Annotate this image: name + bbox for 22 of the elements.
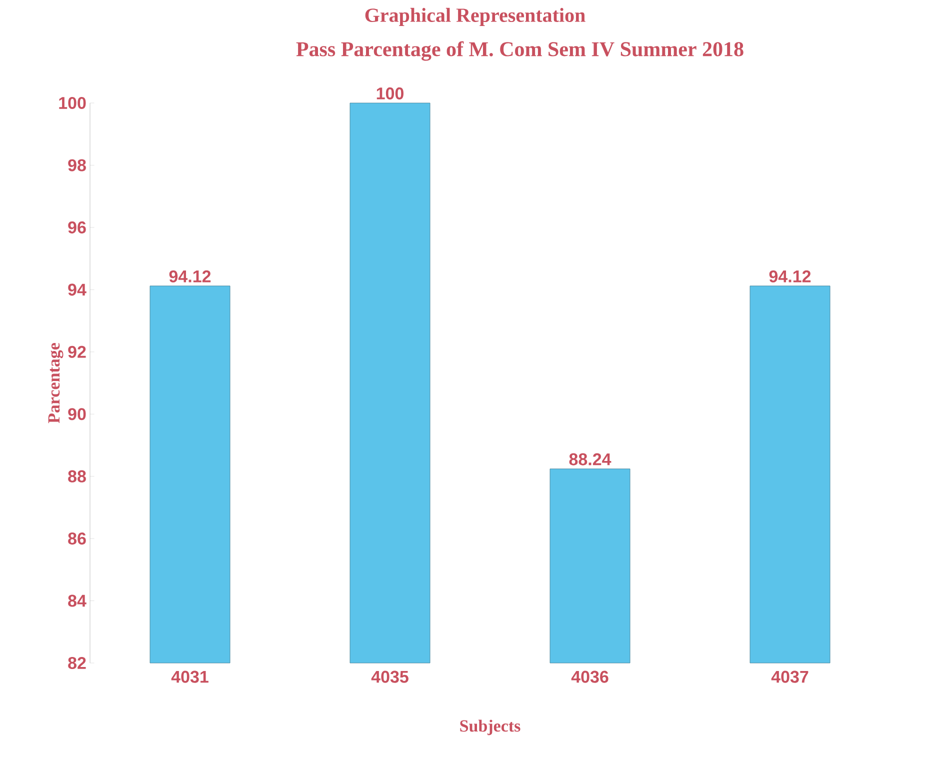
x-axis-title: Subjects [460, 720, 520, 736]
y-tick-label: 92 [68, 346, 86, 358]
y-tick-label: 94 [68, 284, 86, 296]
y-tick-label: 84 [68, 594, 86, 607]
y-tick-label: 96 [68, 221, 86, 234]
data-label: 94.12 [769, 270, 811, 282]
y-tick-label: 86 [68, 532, 86, 545]
data-label: 94.12 [169, 270, 211, 282]
x-tick-label: 4035 [371, 670, 408, 683]
x-tick-label: 4031 [171, 670, 208, 683]
chart-subtitle: Pass Parcentage of M. Com Sem IV Summer 2018 [296, 41, 744, 61]
chart-title: Graphical Representation [365, 8, 586, 26]
y-tick-label: 100 [59, 96, 86, 110]
y-tick-label: 98 [68, 159, 86, 172]
x-tick-label: 4036 [571, 670, 608, 683]
data-label: 88.24 [569, 453, 612, 466]
y-tick-label: 90 [68, 408, 86, 420]
data-label: 100 [376, 87, 404, 100]
y-tick-label: 88 [68, 470, 86, 482]
y-tick-label: 82 [68, 656, 86, 670]
x-tick-label: 4037 [771, 670, 808, 683]
y-axis-title: Parcentage [48, 342, 64, 424]
